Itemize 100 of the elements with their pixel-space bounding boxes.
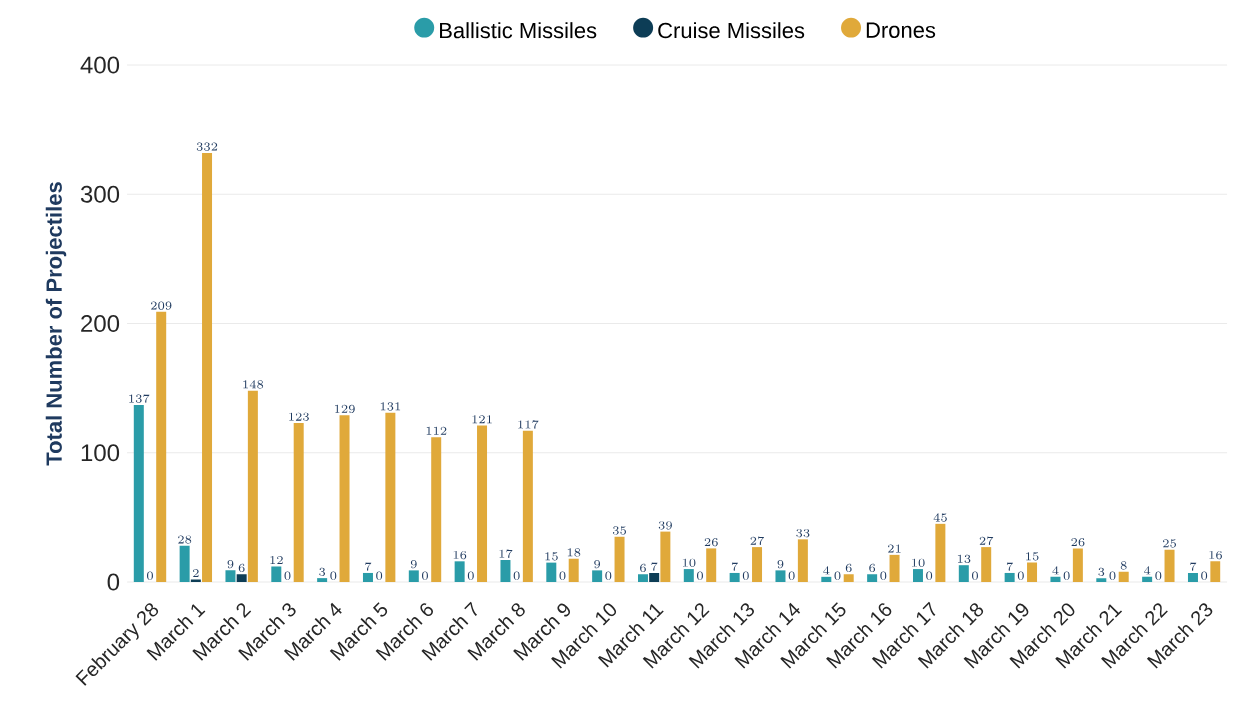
- data-label: 26: [704, 538, 718, 547]
- data-label: 45: [933, 513, 947, 522]
- data-label: 3: [319, 567, 326, 576]
- data-label: 129: [334, 404, 355, 414]
- bar: [1096, 578, 1107, 582]
- bar: [568, 558, 579, 582]
- data-label: 131: [380, 402, 401, 411]
- data-label: 27: [750, 536, 764, 545]
- bar: [867, 574, 878, 582]
- bar: [821, 576, 832, 582]
- data-label: 0: [422, 571, 428, 580]
- data-label: 4: [823, 566, 830, 575]
- bar: [236, 574, 247, 582]
- data-label: 7: [1190, 562, 1197, 571]
- data-label: 117: [518, 420, 539, 429]
- data-label: 0: [376, 571, 383, 580]
- bar: [133, 404, 144, 582]
- data-label: 0: [605, 571, 612, 580]
- bar: [1004, 572, 1015, 582]
- bar: [1187, 572, 1198, 582]
- bar: [649, 572, 660, 582]
- data-label: 17: [499, 549, 513, 558]
- bar: [981, 547, 992, 582]
- data-label: 121: [472, 415, 492, 424]
- data-label: 6: [869, 563, 876, 573]
- bar: [958, 565, 969, 582]
- bar: [546, 562, 557, 582]
- data-label: 3: [1098, 567, 1105, 576]
- data-label: 7: [365, 562, 372, 571]
- data-label: 12: [270, 556, 283, 565]
- bar: [660, 531, 671, 582]
- bar: [500, 560, 511, 582]
- data-label: 0: [284, 571, 291, 580]
- bar: [706, 548, 717, 582]
- data-label: 0: [1155, 571, 1162, 580]
- data-label: 21: [888, 544, 901, 553]
- data-label: 332: [196, 142, 218, 151]
- bar: [477, 425, 488, 582]
- data-label: 6: [238, 563, 245, 573]
- bar: [339, 415, 350, 582]
- data-label: 0: [513, 571, 520, 580]
- data-label: 123: [289, 412, 309, 421]
- bar: [362, 572, 373, 582]
- data-label: 35: [612, 526, 626, 535]
- data-label: 0: [972, 571, 978, 580]
- data-label: 137: [129, 394, 150, 403]
- data-label: 7: [731, 562, 738, 571]
- data-label: 16: [1209, 550, 1222, 560]
- data-label: 10: [912, 558, 925, 567]
- data-label: 0: [559, 571, 566, 580]
- bar: [683, 569, 694, 582]
- data-label: 0: [742, 571, 749, 580]
- y-tick-label: 300: [80, 185, 120, 203]
- data-label: 13: [957, 554, 971, 564]
- bar: [1050, 576, 1061, 582]
- bar: [1072, 548, 1083, 582]
- data-label: 0: [147, 571, 153, 580]
- bar: [190, 579, 201, 582]
- data-label: 7: [1006, 562, 1013, 571]
- data-label: 25: [1163, 539, 1176, 548]
- data-label: 15: [545, 552, 558, 561]
- bar: [1142, 576, 1153, 582]
- data-label: 18: [567, 548, 581, 557]
- bar: [293, 423, 304, 582]
- bar: [247, 390, 258, 582]
- bar: [522, 430, 533, 582]
- bar: [935, 523, 946, 582]
- data-label: 33: [796, 528, 810, 538]
- data-label: 0: [1109, 571, 1116, 580]
- bar: [912, 569, 923, 582]
- data-label: 148: [243, 380, 264, 389]
- data-label: 0: [1201, 571, 1208, 580]
- data-label: 0: [834, 571, 841, 580]
- y-axis-title: Total Number of Projectiles: [45, 182, 67, 466]
- y-tick-label: 100: [81, 444, 120, 462]
- data-label: 26: [1071, 538, 1085, 547]
- bar: [179, 545, 190, 582]
- data-label: 0: [926, 571, 933, 580]
- bar: [408, 570, 419, 582]
- bar: [317, 578, 328, 582]
- data-label: 15: [1026, 552, 1039, 561]
- data-label: 2: [193, 569, 199, 578]
- legend-label: Cruise Missiles: [658, 22, 805, 39]
- data-label: 4: [1144, 566, 1151, 575]
- data-label: 0: [1017, 571, 1024, 580]
- bar: [385, 412, 396, 582]
- legend-label: Drones: [866, 22, 936, 38]
- data-label: 6: [845, 563, 852, 573]
- data-label: 39: [658, 521, 672, 530]
- data-label: 9: [227, 559, 234, 569]
- data-label: 4: [1052, 566, 1059, 575]
- data-label: 7: [651, 562, 658, 571]
- data-label: 10: [682, 558, 696, 567]
- data-label: 0: [1063, 571, 1070, 580]
- bar: [614, 536, 625, 582]
- data-label: 9: [594, 559, 601, 569]
- data-label: 0: [697, 571, 703, 580]
- y-tick-label: 200: [81, 315, 120, 332]
- bar: [1027, 562, 1038, 582]
- data-label: 112: [426, 426, 447, 435]
